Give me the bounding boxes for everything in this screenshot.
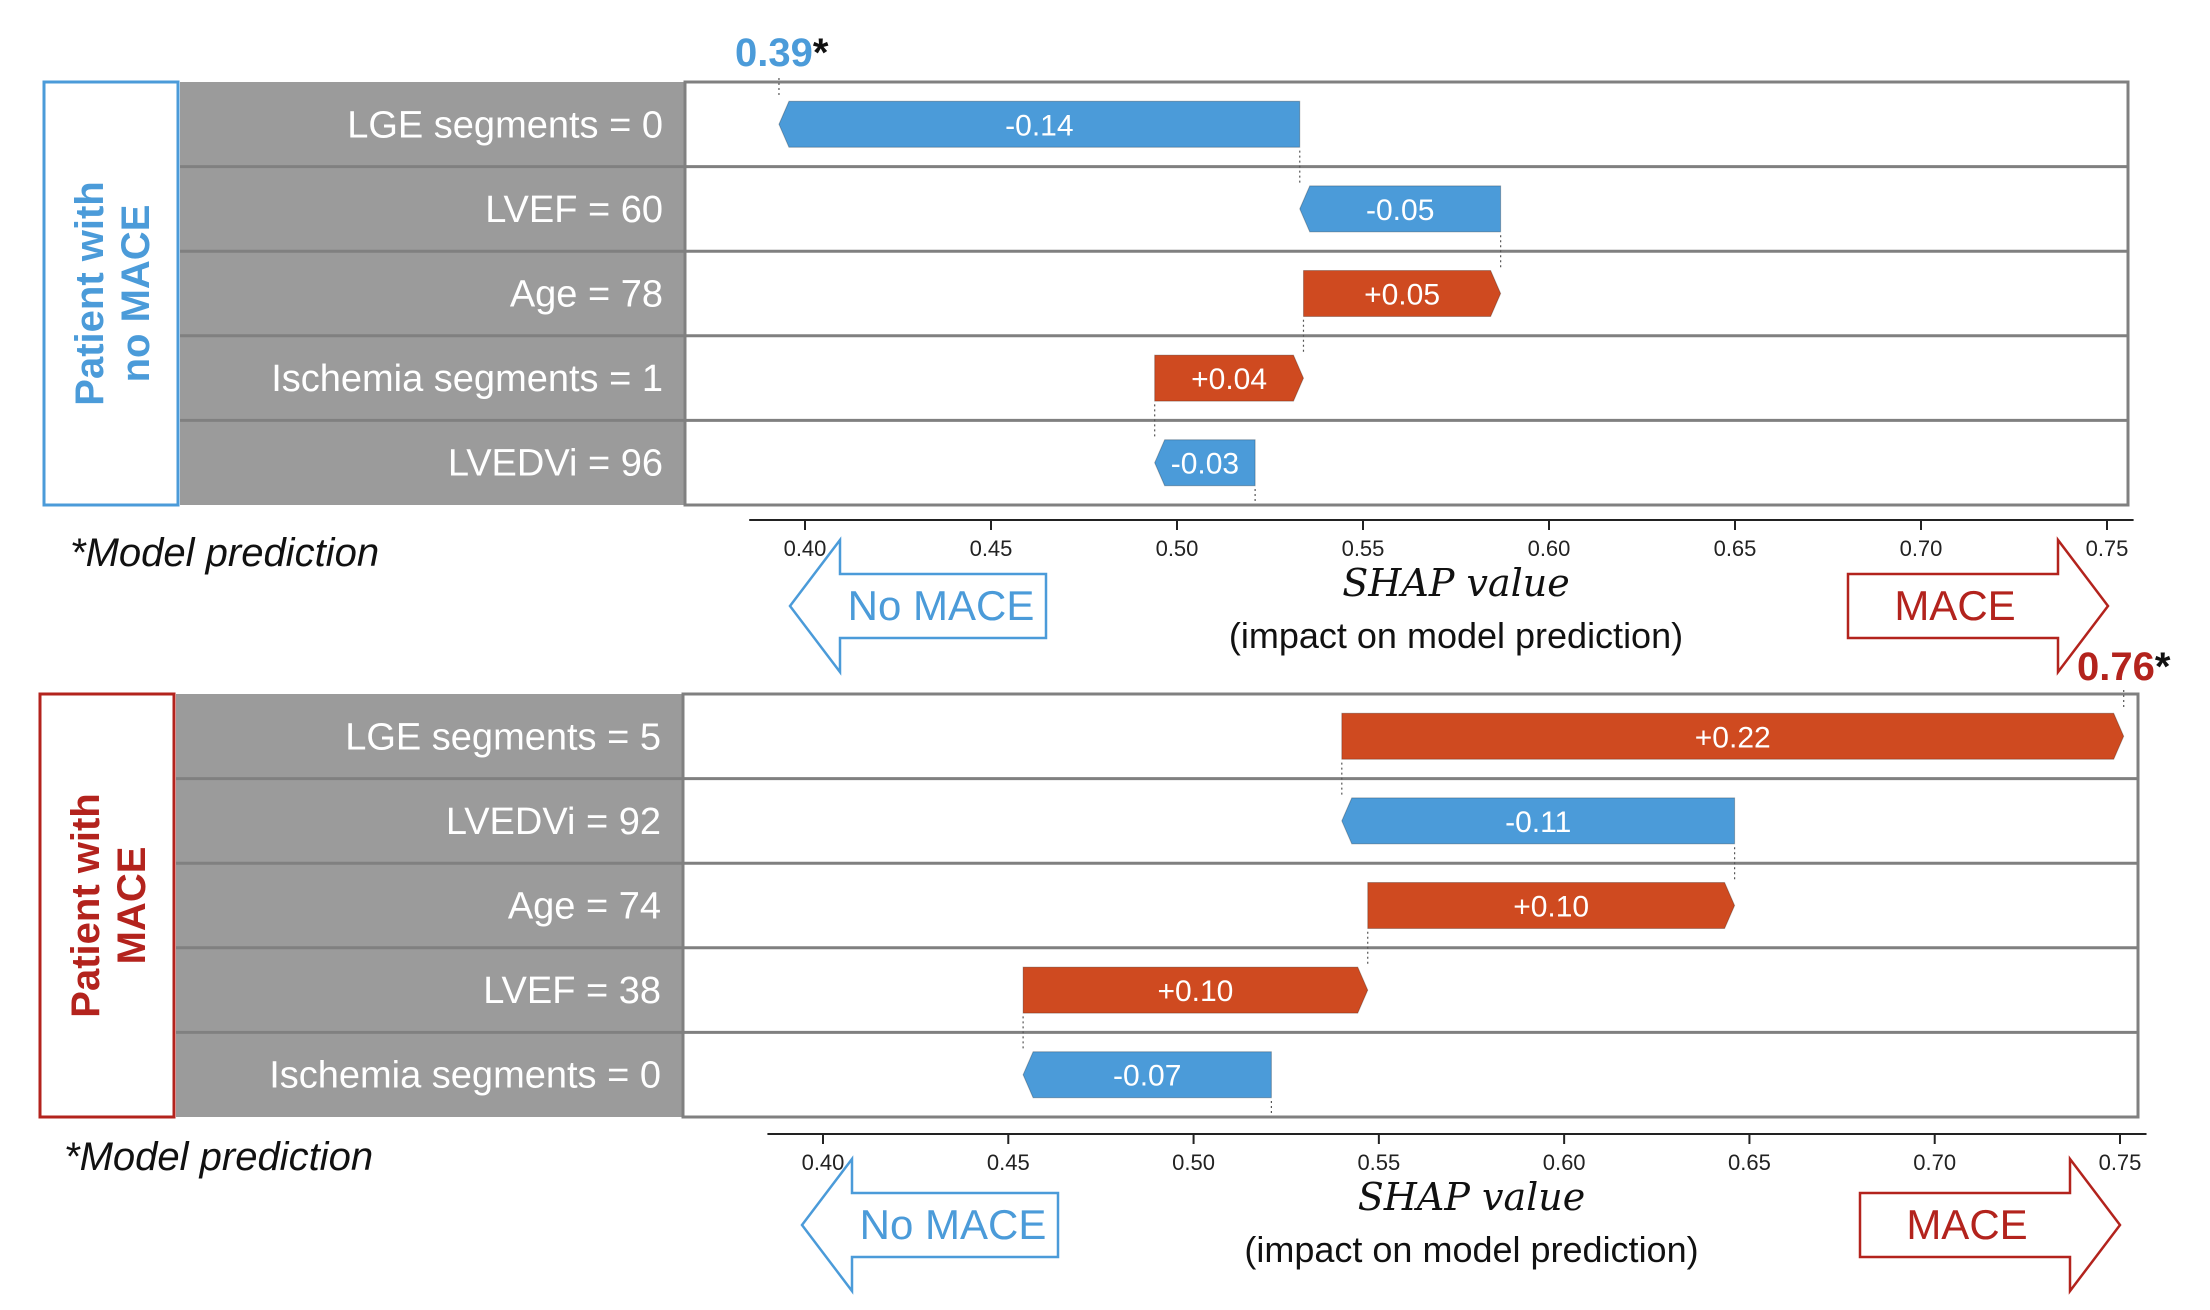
x-tick-label: 0.70 (1900, 536, 1943, 561)
feature-label: Age = 78 (510, 274, 663, 316)
negative-bar (1299, 185, 1502, 233)
feature-label: LVEF = 38 (483, 970, 661, 1012)
panel-title-box: Patient withno MACE (42, 80, 180, 507)
bar-value-label: -0.11 (1505, 806, 1571, 839)
panel-1: Patient withno MACE LGE segments = 0 -0.14… (42, 31, 2134, 676)
panel-title: Patient withMACE (64, 793, 154, 1017)
shap-bar: +0.10 (1367, 882, 1736, 929)
mace-arrow-label: MACE (1894, 582, 2015, 629)
no-mace-arrow-label: No MACE (848, 582, 1035, 629)
feature-label: LVEDVi = 96 (448, 443, 663, 485)
negative-bar (1154, 439, 1256, 487)
prediction-value: 0.39* (735, 31, 829, 75)
bar-value-label: +0.22 (1695, 721, 1771, 754)
bar-value-label: -0.14 (1005, 109, 1073, 142)
no-mace-arrow: No MACE (788, 536, 1048, 676)
shap-bar: +0.10 (1022, 966, 1369, 1014)
panel-title: Patient withno MACE (68, 181, 158, 405)
feature-label-column (180, 82, 685, 505)
x-tick-label: 0.55 (1357, 1150, 1400, 1175)
x-axis-subtitle: (impact on model prediction) (1229, 615, 1683, 656)
negative-bar (1341, 797, 1736, 845)
bar-value-label: -0.03 (1171, 448, 1239, 481)
positive-bar (1022, 966, 1369, 1014)
shap-bar: -0.07 (1022, 1051, 1272, 1099)
footnote: *Model prediction (64, 1135, 373, 1179)
x-tick-label: 0.60 (1528, 536, 1571, 561)
x-tick-label: 0.50 (1172, 1150, 1215, 1175)
positive-bar (1302, 270, 1502, 317)
x-axis-subtitle: (impact on model prediction) (1244, 1229, 1698, 1270)
bar-value-label: -0.07 (1113, 1060, 1181, 1093)
shap-bar: +0.04 (1154, 354, 1305, 402)
mace-arrow: MACE (1846, 536, 2110, 676)
positive-bar (1367, 882, 1736, 929)
x-tick-label: 0.65 (1728, 1150, 1771, 1175)
positive-bar (1154, 354, 1305, 402)
shap-bar: -0.11 (1341, 797, 1736, 845)
shap-bar: +0.22 (1341, 712, 2125, 760)
no-mace-arrow: No MACE (800, 1155, 1060, 1295)
x-axis: 0.40 0.45 0.50 0.55 0.60 0.65 0.70 0.75 SHAP val… (749, 519, 2134, 656)
feature-label-column (176, 694, 683, 1117)
x-tick-label: 0.40 (784, 536, 827, 561)
x-axis-title: SHAP value (1342, 561, 1570, 605)
bar-value-label: +0.10 (1513, 891, 1589, 924)
shap-bar: -0.05 (1299, 185, 1502, 233)
x-tick-label: 0.50 (1156, 536, 1199, 561)
panel-title-box: Patient withMACE (38, 692, 176, 1119)
x-tick-label: 0.70 (1913, 1150, 1956, 1175)
x-tick-label: 0.45 (987, 1150, 1030, 1175)
mace-arrow: MACE (1858, 1155, 2122, 1295)
feature-label: Ischemia segments = 1 (271, 358, 663, 400)
x-tick-label: 0.75 (2099, 1150, 2142, 1175)
bar-value-label: +0.05 (1364, 279, 1440, 312)
negative-bar (778, 100, 1301, 148)
shap-bar: -0.14 (778, 100, 1301, 148)
mace-arrow-label: MACE (1906, 1201, 2027, 1248)
feature-label: Age = 74 (508, 886, 661, 928)
x-tick-label: 0.65 (1714, 536, 1757, 561)
prediction-value: 0.76* (2077, 645, 2171, 689)
bar-value-label: +0.10 (1157, 975, 1233, 1008)
footnote: *Model prediction (70, 531, 379, 575)
positive-bar (1341, 712, 2125, 760)
feature-label: LGE segments = 0 (347, 104, 663, 146)
negative-bar (1022, 1051, 1272, 1099)
bar-value-label: +0.04 (1191, 363, 1267, 396)
x-axis: 0.40 0.45 0.50 0.55 0.60 0.65 0.70 0.75 SHAP val… (767, 1133, 2147, 1270)
x-tick-label: 0.75 (2086, 536, 2129, 561)
bar-value-label: -0.05 (1366, 194, 1434, 227)
shap-bar: +0.05 (1302, 270, 1502, 317)
panel-2: Patient withMACE LGE segments = 5 +0.22 LVE… (38, 645, 2171, 1295)
x-tick-label: 0.40 (802, 1150, 845, 1175)
shap-bar: -0.03 (1154, 439, 1256, 487)
feature-label: LGE segments = 5 (345, 716, 661, 758)
feature-label: LVEF = 60 (485, 189, 663, 231)
x-tick-label: 0.60 (1543, 1150, 1586, 1175)
x-tick-label: 0.45 (970, 536, 1013, 561)
feature-label: Ischemia segments = 0 (269, 1055, 661, 1097)
no-mace-arrow-label: No MACE (860, 1201, 1047, 1248)
x-tick-label: 0.55 (1342, 536, 1385, 561)
x-axis-title: SHAP value (1358, 1175, 1586, 1219)
feature-label: LVEDVi = 92 (446, 801, 661, 843)
